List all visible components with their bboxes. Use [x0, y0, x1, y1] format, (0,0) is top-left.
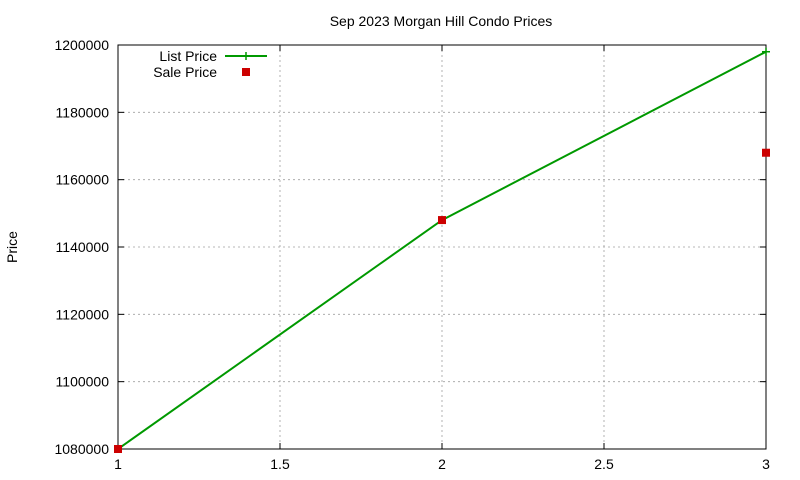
y-tick-label: 1120000	[56, 306, 110, 322]
y-tick-label: 1180000	[56, 104, 110, 120]
data-point	[762, 148, 770, 157]
data-point	[762, 47, 770, 56]
chart-title: Sep 2023 Morgan Hill Condo Prices	[330, 13, 553, 29]
y-tick-label: 1080000	[54, 441, 109, 457]
legend-entry: Sale Price	[153, 64, 250, 80]
axes: 1 1.5 2 2.5 3 1080000 1100000 1120000 1140000 116…	[54, 37, 770, 472]
legend-marker	[242, 68, 250, 76]
x-tick-label: 1	[114, 456, 122, 472]
y-axis-label: Price	[4, 231, 20, 263]
series-sale-price	[114, 148, 770, 453]
legend-entry: List Price	[159, 48, 267, 64]
legend-label: List Price	[159, 48, 217, 64]
x-tick-label: 1.5	[270, 456, 290, 472]
legend-marker	[242, 52, 250, 60]
y-tick-label: 1140000	[56, 239, 110, 255]
plot-series	[114, 47, 770, 453]
grid-lines	[117, 44, 767, 450]
x-tick-label: 2	[438, 456, 446, 472]
y-tick-label: 1160000	[56, 172, 110, 188]
data-point	[438, 216, 446, 225]
x-tick-label: 2.5	[594, 456, 614, 472]
data-point	[114, 445, 122, 453]
y-tick-label: 1100000	[56, 374, 110, 390]
legend-label: Sale Price	[153, 64, 217, 80]
y-tick-label: 1200000	[54, 37, 109, 53]
x-tick-label: 3	[762, 456, 770, 472]
